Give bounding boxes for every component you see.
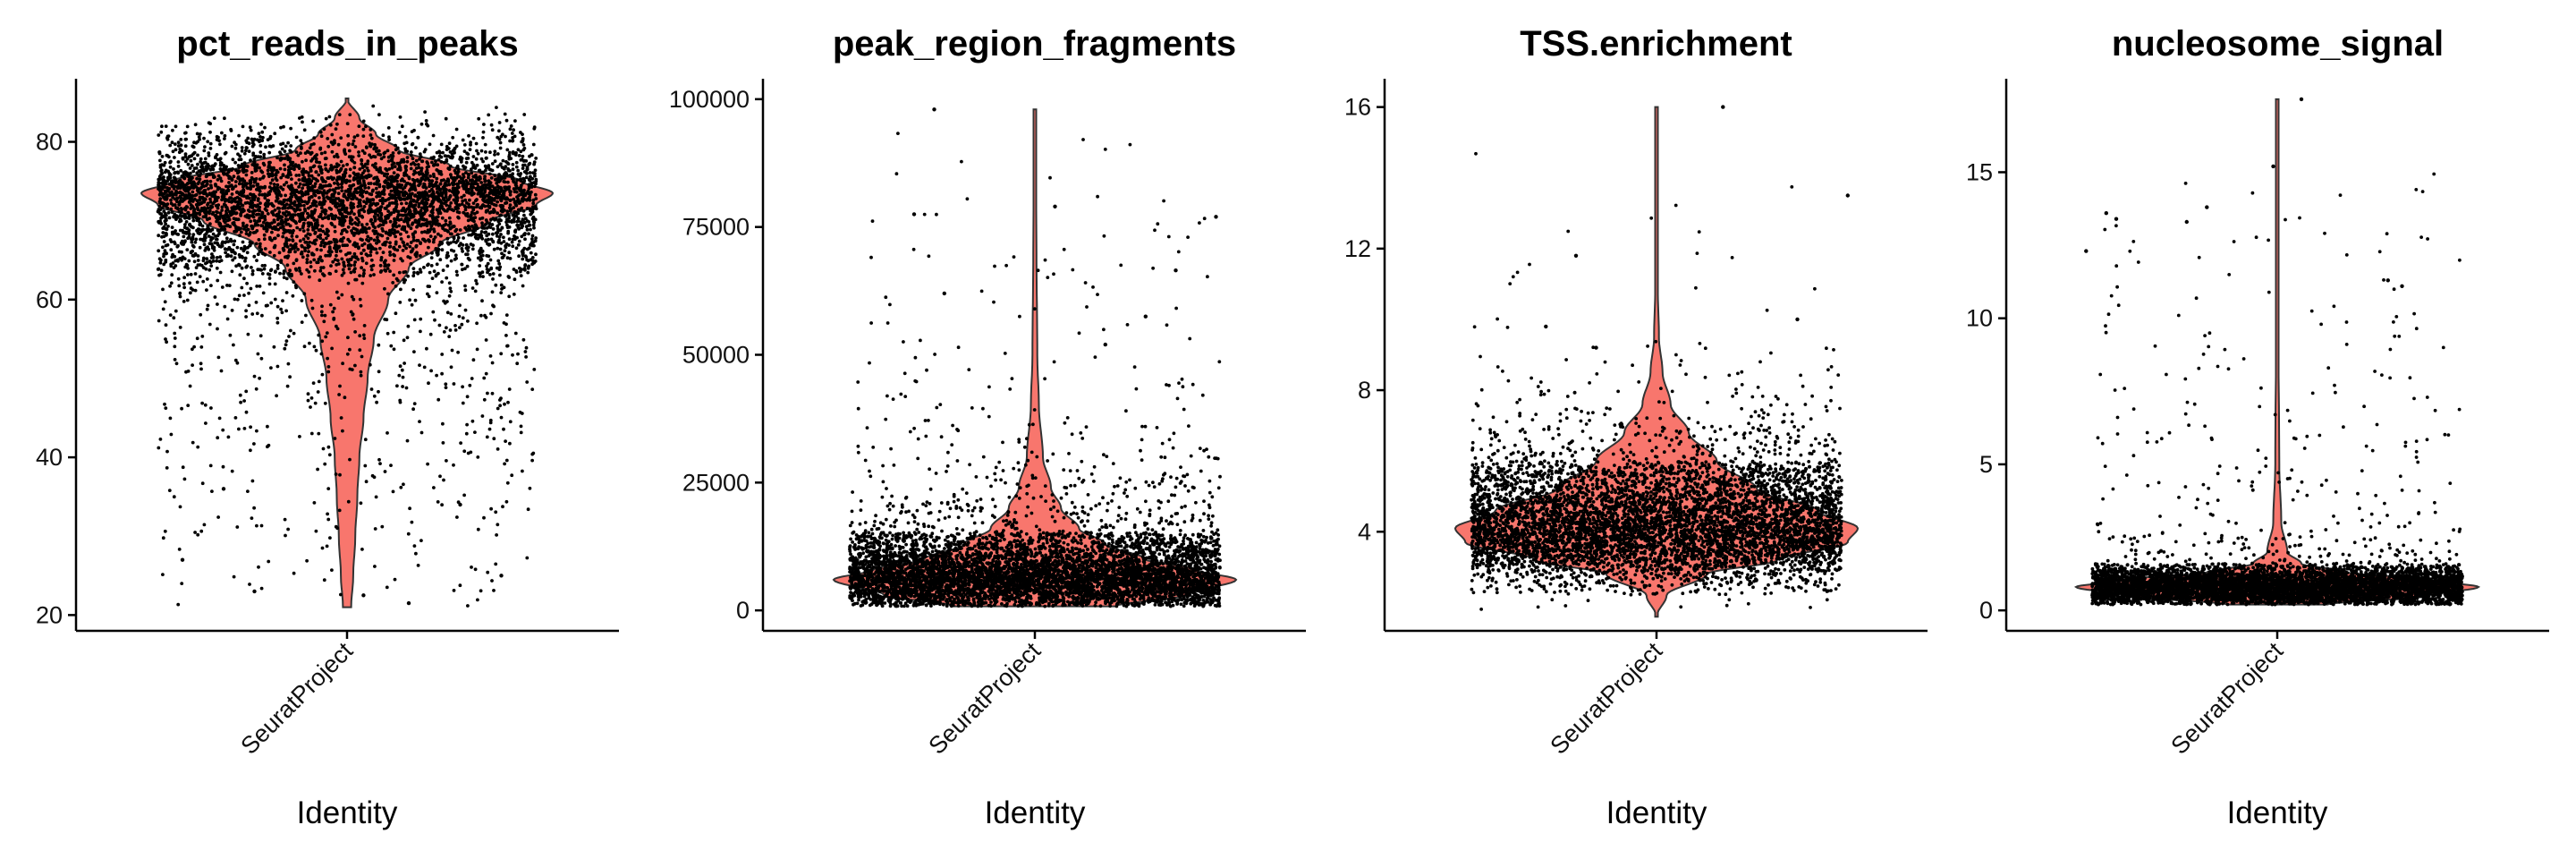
y-tick-label-tss-enrichment-1: 8	[1358, 377, 1371, 404]
y-tick-label-peak-region-fragments-3: 75000	[682, 214, 750, 241]
outlier-point-5	[1594, 345, 1597, 349]
outlier-point-4	[499, 574, 503, 577]
y-tick-label-peak-region-fragments-1: 25000	[682, 469, 750, 496]
outlier-point-6	[222, 487, 225, 490]
y-tick-label-tss-enrichment-0: 4	[1358, 518, 1371, 545]
outlier-point-0	[361, 593, 365, 597]
outlier-point-4	[1174, 268, 1177, 272]
outlier-point-4	[1544, 325, 1547, 328]
outlier-point-2	[1574, 254, 1578, 258]
y-tick-label-nucleosome-signal-2: 10	[1966, 305, 1993, 332]
panel-title-pct-reads-in-peaks: pct_reads_in_peaks	[176, 24, 518, 64]
y-tick-label-peak-region-fragments-4: 100000	[669, 86, 750, 113]
outlier-point-0	[2105, 211, 2108, 215]
violin-peak-region-fragments	[834, 109, 1236, 606]
outlier-point-4	[2300, 98, 2303, 101]
outlier-point-5	[1144, 315, 1148, 319]
x-axis-title-pct-reads-in-peaks: Identity	[297, 795, 398, 830]
panel-peak-region-fragments: peak_region_fragments 0 25000 50000 75000 100…	[669, 24, 1306, 830]
y-tick-label-pct-reads-in-peaks-0: 20	[36, 601, 63, 628]
y-tick-label-pct-reads-in-peaks-3: 80	[36, 129, 63, 156]
x-category-label-pct-reads-in-peaks: SeuratProject	[235, 637, 358, 760]
outlier-point-6	[943, 292, 946, 295]
outlier-point-5	[458, 503, 462, 506]
x-category-label-nucleosome-signal: SeuratProject	[2165, 637, 2288, 760]
panel-title-nucleosome-signal: nucleosome_signal	[2112, 24, 2444, 64]
x-category-label-tss-enrichment: SeuratProject	[1545, 637, 1667, 760]
outlier-point-3	[1795, 318, 1799, 321]
x-category-label-peak-region-fragments: SeuratProject	[923, 637, 1046, 760]
x-axis-title-tss-enrichment: Identity	[1606, 795, 1707, 830]
x-axis-title-peak-region-fragments: Identity	[985, 795, 1086, 830]
violin-nucleosome-signal	[2076, 99, 2479, 605]
y-tick-label-nucleosome-signal-0: 0	[1979, 597, 1993, 624]
panel-title-tss-enrichment: TSS.enrichment	[1520, 24, 1792, 64]
y-tick-label-tss-enrichment-2: 12	[1344, 235, 1371, 262]
y-tick-label-peak-region-fragments-0: 0	[736, 597, 750, 624]
outlier-point-8	[2084, 249, 2088, 252]
outlier-point-5	[2386, 278, 2390, 282]
outlier-point-3	[1214, 215, 1217, 218]
outlier-point-1	[1053, 205, 1056, 208]
outlier-point-1	[1846, 193, 1850, 197]
y-tick-label-nucleosome-signal-1: 5	[1979, 451, 1993, 478]
x-axis-title-nucleosome-signal: Identity	[2227, 795, 2328, 830]
outlier-point-3	[2205, 205, 2208, 208]
outlier-point-1	[2114, 217, 2118, 221]
panel-pct-reads-in-peaks: pct_reads_in_peaks 20 40 60 80 SeuratProject I…	[36, 24, 619, 830]
outlier-point-7	[2271, 165, 2275, 168]
outlier-point-6	[2400, 285, 2403, 288]
outlier-point-2	[2185, 220, 2189, 224]
y-tick-label-nucleosome-signal-3: 15	[1966, 158, 1993, 185]
panel-nucleosome-signal: nucleosome_signal 0 5 10 15 SeuratProject Iden…	[1966, 24, 2549, 830]
outlier-point-1	[252, 590, 256, 593]
y-tick-label-pct-reads-in-peaks-2: 60	[36, 286, 63, 313]
y-tick-label-peak-region-fragments-2: 50000	[682, 342, 750, 369]
y-tick-label-tss-enrichment-3: 16	[1344, 94, 1371, 121]
panel-tss-enrichment: TSS.enrichment 4 8 12 16 SeuratProject Identit…	[1344, 24, 1928, 830]
outlier-point-3	[181, 558, 184, 562]
panel-title-peak-region-fragments: peak_region_fragments	[833, 24, 1236, 64]
outlier-point-7	[1104, 343, 1107, 346]
outlier-point-0	[932, 107, 936, 111]
outlier-point-2	[912, 212, 916, 216]
outlier-point-2	[407, 601, 411, 605]
y-tick-label-pct-reads-in-peaks-1: 40	[36, 444, 63, 471]
outlier-point-0	[1721, 105, 1724, 108]
